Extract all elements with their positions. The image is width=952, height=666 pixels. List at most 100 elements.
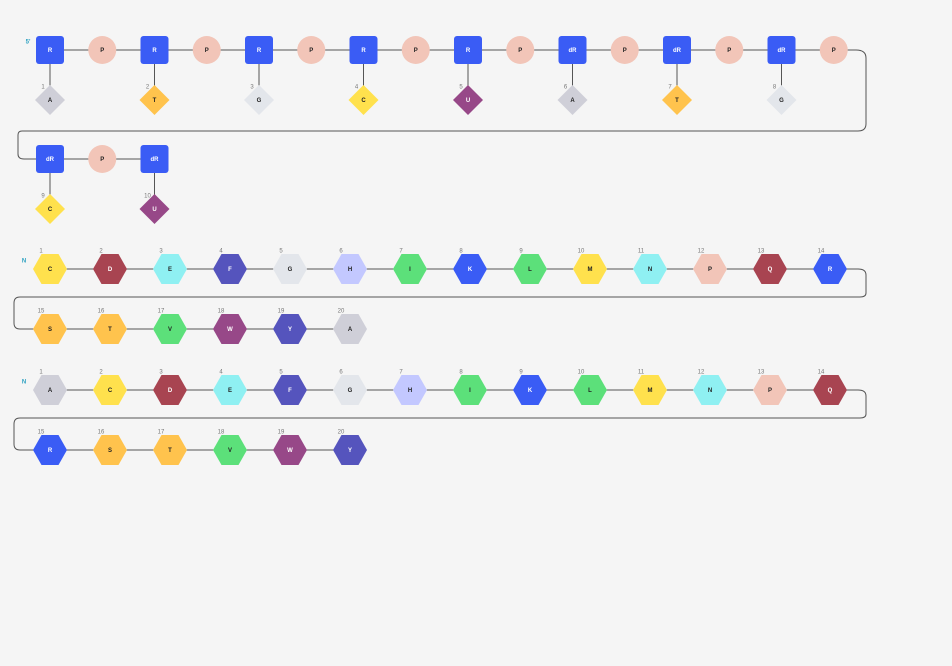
- residue-label: M: [588, 267, 593, 273]
- residue-node: [273, 435, 307, 465]
- residue-node: [153, 375, 187, 405]
- residue-number: 8: [459, 249, 463, 255]
- sugar-node: [663, 36, 691, 64]
- n-terminus-label: N: [22, 380, 26, 386]
- phosphate-node: [297, 36, 326, 64]
- sugar-label: R: [152, 48, 157, 54]
- base-node: [139, 85, 170, 115]
- residue-number: 19: [278, 309, 285, 315]
- sugar-label: dR: [569, 48, 578, 54]
- residue-number: 8: [459, 370, 463, 376]
- residue-node: [93, 254, 127, 284]
- residue-number: 1: [39, 370, 43, 376]
- base-number: 7: [668, 85, 672, 91]
- base-label: A: [48, 98, 53, 104]
- residue-label: P: [768, 388, 772, 394]
- base-number: 1: [41, 85, 45, 91]
- residue-label: L: [528, 267, 532, 273]
- residue-node: [513, 375, 547, 405]
- residue-label: R: [828, 267, 833, 273]
- residue-label: D: [108, 267, 113, 273]
- phosphate-node: [192, 36, 221, 64]
- residue-number: 17: [158, 430, 165, 436]
- residue-number: 7: [399, 249, 403, 255]
- base-node: [35, 85, 65, 115]
- residue-node: [273, 314, 307, 344]
- residue-number: 17: [158, 309, 165, 315]
- base-label: U: [466, 98, 470, 104]
- phosphate-label: P: [100, 48, 104, 54]
- residue-node: [633, 375, 667, 405]
- residue-node: [693, 375, 727, 405]
- residue-label: C: [48, 267, 53, 273]
- base-number: 3: [250, 85, 254, 91]
- residue-label: E: [168, 267, 172, 273]
- base-node: [766, 85, 797, 115]
- sugar-label: R: [466, 48, 471, 54]
- residue-number: 5: [279, 249, 283, 255]
- residue-number: 13: [758, 370, 765, 376]
- base-node: [453, 85, 483, 115]
- base-number: 9: [41, 194, 45, 200]
- phosphate-label: P: [727, 48, 731, 54]
- residue-node: [213, 254, 247, 284]
- residue-number: 15: [38, 309, 45, 315]
- residue-node: [753, 375, 787, 405]
- residue-label: V: [168, 327, 172, 333]
- residue-label: Q: [768, 267, 773, 273]
- residue-label: K: [468, 267, 473, 273]
- residue-node: [33, 435, 67, 465]
- residue-label: H: [348, 267, 352, 273]
- residue-number: 19: [278, 430, 285, 436]
- residue-number: 2: [99, 249, 103, 255]
- phosphate-node: [819, 36, 848, 64]
- phosphate-node: [88, 36, 117, 64]
- residue-node: [333, 254, 367, 284]
- base-label: T: [675, 98, 679, 104]
- phosphate-node: [610, 36, 639, 64]
- residue-label: Y: [288, 327, 292, 333]
- residue-node: [633, 254, 667, 284]
- residue-node: [453, 254, 487, 284]
- base-label: C: [361, 98, 366, 104]
- base-number: 6: [564, 85, 568, 91]
- base-label: G: [779, 98, 784, 104]
- residue-number: 7: [399, 370, 403, 376]
- sugar-node: [36, 145, 64, 173]
- residue-number: 20: [338, 430, 345, 436]
- residue-number: 1: [39, 249, 43, 255]
- residue-node: [333, 435, 367, 465]
- n-terminus-label: N: [22, 259, 26, 265]
- residue-label: E: [228, 388, 232, 394]
- residue-label: V: [228, 448, 232, 454]
- sugar-label: dR: [46, 157, 55, 163]
- residue-label: R: [48, 448, 53, 454]
- residue-node: [513, 254, 547, 284]
- residue-node: [153, 435, 187, 465]
- residue-label: A: [348, 327, 353, 333]
- base-label: G: [257, 98, 262, 104]
- residue-number: 18: [218, 309, 225, 315]
- sugar-label: dR: [778, 48, 787, 54]
- residue-number: 11: [638, 370, 645, 376]
- residue-number: 12: [698, 370, 705, 376]
- residue-label: I: [469, 388, 471, 394]
- residue-number: 16: [98, 309, 105, 315]
- base-node: [35, 194, 65, 224]
- sugar-label: R: [48, 48, 53, 54]
- residue-label: D: [168, 388, 173, 394]
- phosphate-label: P: [623, 48, 627, 54]
- residue-number: 3: [159, 370, 163, 376]
- residue-node: [93, 435, 127, 465]
- residue-number: 14: [818, 370, 825, 376]
- residue-label: I: [409, 267, 411, 273]
- phosphate-node: [715, 36, 744, 64]
- sugar-node: [140, 36, 169, 64]
- residue-number: 13: [758, 249, 765, 255]
- residue-node: [33, 314, 67, 344]
- residue-label: T: [108, 327, 112, 333]
- residue-label: F: [228, 267, 232, 273]
- residue-node: [333, 375, 367, 405]
- residue-number: 10: [578, 370, 585, 376]
